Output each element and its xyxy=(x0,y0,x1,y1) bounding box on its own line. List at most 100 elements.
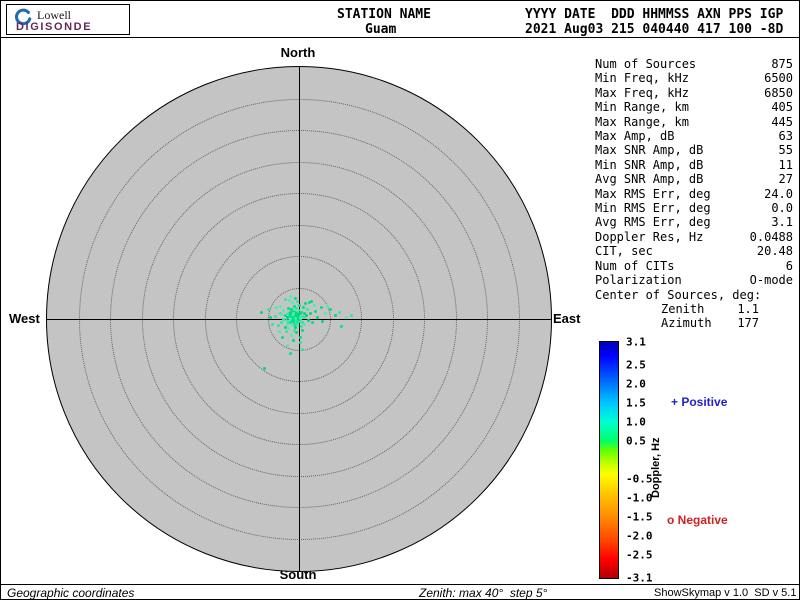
source-dot xyxy=(288,315,292,319)
stat-value: 0.0 xyxy=(771,201,793,216)
source-dot xyxy=(294,322,298,326)
stat-row: Min SNR Amp, dB 11 xyxy=(595,158,793,172)
source-dot xyxy=(294,312,298,316)
source-dot xyxy=(306,318,310,322)
source-dot xyxy=(296,314,300,318)
footer-coordinates-label: Geographic coordinates xyxy=(7,586,135,600)
colorbar-tick: -1.0 xyxy=(626,491,653,505)
stat-value: 6500 xyxy=(764,71,793,86)
stat-label: Avg SNR Amp, dB xyxy=(595,172,704,187)
header-divider xyxy=(1,37,799,38)
stat-row: Max Range, km 445 xyxy=(595,115,793,129)
brand-lowell: Lowell xyxy=(37,8,71,22)
source-dot xyxy=(298,341,302,345)
stat-label: Min Freq, kHz xyxy=(595,71,689,86)
stat-value: 445 xyxy=(771,114,793,129)
logo: Lowell DIGISONDE xyxy=(6,4,130,35)
source-dot xyxy=(292,316,296,320)
source-dot xyxy=(283,326,287,330)
source-dot xyxy=(289,294,293,298)
source-dot xyxy=(293,304,297,308)
stat-value: 177 xyxy=(737,316,759,331)
stat-label: Doppler Res, Hz xyxy=(595,229,704,244)
stat-label: Min SNR Amp, dB xyxy=(595,157,704,172)
stat-label: Zenith xyxy=(661,301,705,316)
colorbar-tick: 2.0 xyxy=(626,377,646,391)
source-dot xyxy=(262,366,266,370)
source-dot xyxy=(290,315,294,319)
stat-row: Max SNR Amp, dB 55 xyxy=(595,143,793,157)
source-dot xyxy=(277,330,281,334)
stat-row: Min Freq, kHz 6500 xyxy=(595,71,793,85)
date-columns-label: YYYY DATE DDD HHMMSS AXN PPS IGP xyxy=(525,7,784,22)
lowell-swoosh-icon xyxy=(15,8,32,26)
stat-label: Min Range, km xyxy=(595,100,689,115)
source-dot xyxy=(285,323,289,327)
source-dot xyxy=(303,322,307,326)
source-dot xyxy=(279,320,283,324)
source-dot xyxy=(281,336,285,340)
source-dot xyxy=(284,319,288,323)
stat-row: Polarization O-mode xyxy=(595,273,793,287)
brand-digisonde: DIGISONDE xyxy=(16,21,93,33)
source-dot xyxy=(329,308,332,312)
colorbar-tick: 1.0 xyxy=(626,415,646,429)
stat-row: Num of CITs 6 xyxy=(595,259,793,273)
compass-label-east: East xyxy=(553,311,581,326)
stat-row: Num of Sources 875 xyxy=(595,57,793,71)
source-dot xyxy=(340,325,344,329)
source-dot xyxy=(294,316,298,320)
stat-row: Avg SNR Amp, dB 27 xyxy=(595,172,793,186)
source-dot xyxy=(271,322,275,326)
source-dot xyxy=(290,318,294,322)
source-dot xyxy=(288,312,292,316)
station-name-value: Guam xyxy=(365,22,397,37)
legend-negative: o Negative xyxy=(667,513,728,527)
source-dot xyxy=(293,311,297,315)
source-dot xyxy=(288,352,292,356)
stat-value: 405 xyxy=(771,100,793,115)
source-dot xyxy=(291,324,295,328)
footer: Geographic coordinates Zenith: max 40° s… xyxy=(1,584,799,600)
station-name-label: STATION NAME xyxy=(337,7,431,22)
source-dot xyxy=(259,311,263,315)
source-dot xyxy=(344,315,348,319)
source-dot xyxy=(299,335,303,339)
source-dot xyxy=(279,304,283,308)
colorbar-tick: -0.5 xyxy=(626,472,653,486)
source-dot xyxy=(319,306,323,310)
source-dot xyxy=(289,333,293,337)
colorbar-tick: -2.0 xyxy=(626,529,653,543)
source-dot xyxy=(291,301,295,305)
source-dot xyxy=(301,306,305,310)
polar-plot xyxy=(46,66,552,572)
compass-label-north: North xyxy=(280,45,316,60)
source-dot xyxy=(293,314,297,318)
source-dot xyxy=(349,314,353,318)
stat-value: 11 xyxy=(778,157,793,172)
stat-value: 27 xyxy=(778,172,793,187)
stat-value: 55 xyxy=(778,143,793,158)
source-dot xyxy=(312,303,316,307)
source-dot xyxy=(290,313,294,317)
source-dot xyxy=(292,318,296,322)
source-dot xyxy=(326,304,330,308)
footer-zenith-info: Zenith: max 40° step 5° xyxy=(419,586,548,600)
colorbar-tick: -2.5 xyxy=(626,548,653,562)
stat-row: Azimuth 177 xyxy=(595,316,793,330)
source-dot xyxy=(297,320,301,324)
stat-value: 6 xyxy=(785,258,793,273)
stat-row: Min RMS Err, deg 0.0 xyxy=(595,201,793,215)
source-dot xyxy=(275,306,279,310)
footer-version-info: ShowSkymap v 1.0 SD v 5.1 xyxy=(654,587,797,599)
stat-row: Max Amp, dB 63 xyxy=(595,129,793,143)
source-dot xyxy=(293,322,297,326)
stat-value: 6850 xyxy=(764,85,793,100)
colorbar-gradient xyxy=(599,341,619,579)
stat-value: 63 xyxy=(778,129,793,144)
stat-row: Zenith 1.1 xyxy=(595,302,793,316)
source-dot xyxy=(296,308,300,312)
source-dot xyxy=(293,308,297,312)
colorbar-tick: 0.5 xyxy=(626,434,646,448)
source-dot xyxy=(276,323,280,327)
